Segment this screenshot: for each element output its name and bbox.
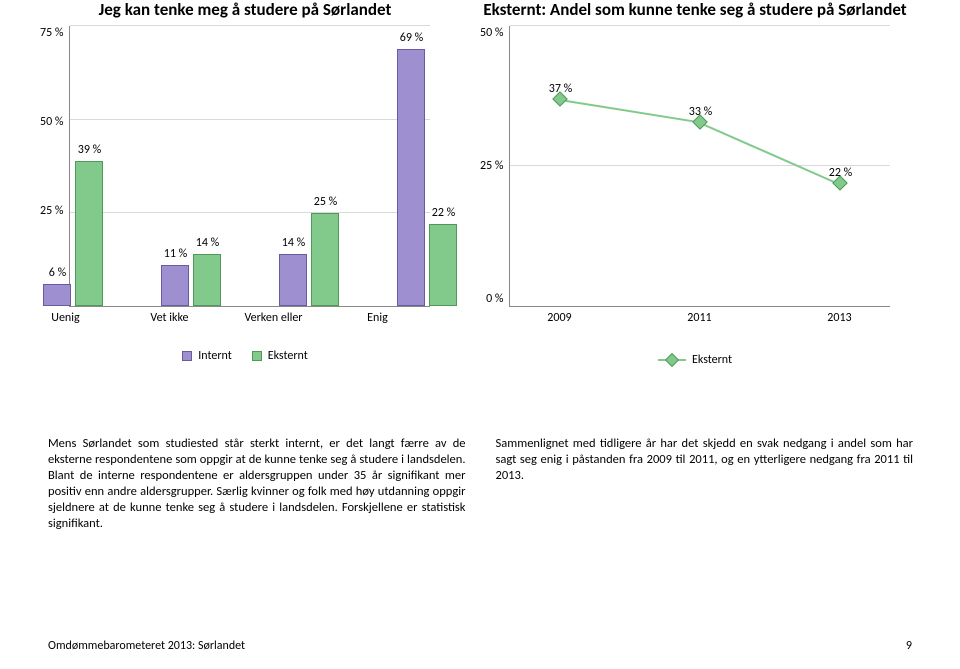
bar-group — [397, 49, 457, 307]
line-segment — [560, 99, 700, 123]
line-plot-area: 37 % 33 % 22 % — [509, 26, 890, 307]
bar-legend: Internt Eksternt — [40, 349, 450, 363]
bar-value-label: 69 % — [391, 31, 431, 45]
legend-line-icon — [658, 359, 686, 361]
line-segment — [700, 122, 841, 185]
legend-swatch — [252, 351, 262, 361]
bar-value-label: 14 % — [187, 236, 227, 250]
body-right-column: Sammenlignet med tidligere år har det sk… — [496, 436, 914, 532]
x-category-label: 2009 — [547, 311, 571, 325]
bar — [43, 284, 71, 306]
x-category-label: Verken eller — [221, 311, 325, 325]
y-tick-label: 50 % — [40, 115, 63, 129]
bar — [311, 213, 339, 306]
bar — [429, 224, 457, 306]
bar — [279, 254, 307, 306]
line-legend: Eksternt — [480, 353, 910, 367]
bar — [397, 49, 425, 307]
bar-chart-title: Jeg kan tenke meg å studere på Sørlandet — [40, 0, 450, 20]
bar-chart: Jeg kan tenke meg å studere på Sørlandet… — [40, 0, 450, 367]
legend-marker-icon — [665, 353, 679, 367]
body-left-column: Mens Sørlandet som studiested står sterk… — [48, 436, 466, 532]
line-value-label: 22 % — [829, 166, 852, 180]
legend-label: Eksternt — [692, 353, 732, 367]
x-category-label: 2011 — [687, 311, 711, 325]
legend-label: Internt — [198, 349, 231, 363]
y-tick-label: 75 % — [40, 26, 63, 40]
line-value-label: 37 % — [549, 82, 572, 96]
x-category-label: Enig — [325, 311, 429, 325]
bar — [75, 161, 103, 307]
legend-label: Eksternt — [268, 349, 308, 363]
line-chart: Eksternt: Andel som kunne tenke seg å st… — [480, 0, 910, 367]
legend-item: Eksternt — [658, 353, 732, 367]
line-value-label: 33 % — [689, 105, 712, 119]
line-x-labels: 2009 2011 2013 — [509, 307, 889, 329]
line-y-axis: 50 % 25 % 0 % — [480, 26, 509, 306]
body-text: Mens Sørlandet som studiested står sterk… — [48, 436, 913, 532]
x-category-label: Vet ikke — [117, 311, 221, 325]
bar — [161, 265, 189, 306]
bar-plot-area: 6 %39 %11 %14 %14 %25 %69 %22 % — [69, 26, 430, 307]
bar-group — [161, 254, 221, 306]
legend-item: Internt — [182, 349, 231, 363]
y-tick-label: 0 % — [486, 292, 503, 306]
bar-value-label: 25 % — [305, 195, 345, 209]
bar — [193, 254, 221, 306]
page-number: 9 — [906, 639, 912, 653]
bar-group — [43, 161, 103, 307]
bar-x-labels: UenigVet ikkeVerken ellerEnig — [69, 307, 429, 325]
bar-group — [279, 213, 339, 306]
line-chart-title: Eksternt: Andel som kunne tenke seg å st… — [480, 0, 910, 20]
legend-swatch — [182, 351, 192, 361]
x-category-label: 2013 — [827, 311, 851, 325]
x-category-label: Uenig — [13, 311, 117, 325]
legend-item: Eksternt — [252, 349, 308, 363]
bar-value-label: 39 % — [69, 143, 109, 157]
y-tick-label: 25 % — [480, 159, 503, 173]
footer-text: Omdømmebarometeret 2013: Sørlandet — [48, 639, 245, 653]
y-tick-label: 50 % — [480, 26, 503, 40]
